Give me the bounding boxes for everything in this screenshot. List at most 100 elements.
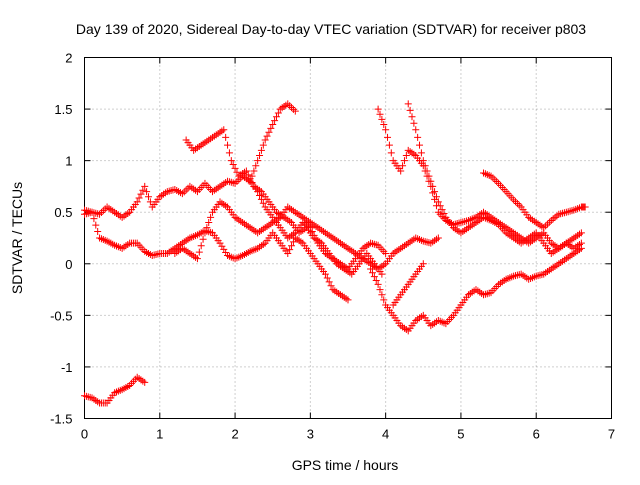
data-point [549, 215, 557, 223]
data-point [259, 141, 267, 149]
data-series-arc-1 [81, 208, 352, 304]
data-point [483, 171, 491, 179]
data-point [382, 249, 390, 257]
data-point [218, 242, 226, 250]
data-point [231, 164, 239, 172]
data-point [385, 141, 393, 149]
x-tick-label: 4 [382, 427, 389, 442]
data-point [233, 178, 241, 186]
data-point [562, 208, 570, 216]
y-tick-label: 2 [65, 51, 72, 66]
data-point [374, 280, 382, 288]
data-point [150, 251, 158, 259]
data-point [367, 265, 375, 273]
y-tick-label: 1 [65, 154, 72, 169]
data-point [438, 206, 446, 214]
data-point [429, 189, 437, 197]
data-point [195, 248, 203, 256]
data-point [368, 269, 376, 277]
data-point [542, 222, 550, 230]
data-point [259, 199, 267, 207]
data-point [271, 117, 279, 125]
data-series-arc-3 [171, 198, 442, 273]
data-point [257, 146, 265, 154]
data-point [397, 167, 405, 175]
data-point [199, 235, 207, 243]
data-point [408, 113, 416, 121]
data-point [432, 193, 440, 201]
data-point [224, 141, 232, 149]
data-point [250, 167, 258, 175]
data-point [431, 188, 439, 196]
x-tick-label: 5 [457, 427, 464, 442]
y-tick-label: -1 [61, 360, 73, 375]
data-series-arc-11 [480, 169, 589, 232]
data-point [421, 162, 429, 170]
data-point [380, 296, 388, 304]
data-point [265, 128, 273, 136]
data-point [547, 216, 555, 224]
data-point [133, 198, 141, 206]
data-point [417, 149, 425, 157]
data-point [457, 219, 465, 227]
data-point [169, 186, 177, 194]
data-point [274, 109, 282, 117]
data-point [269, 121, 277, 129]
data-point [288, 242, 296, 250]
data-point [141, 182, 149, 190]
data-point [205, 219, 213, 227]
y-axis-label: SDTVAR / TECUs [9, 182, 25, 294]
data-point [139, 186, 147, 194]
data-point [227, 178, 235, 186]
data-point [560, 209, 568, 217]
data-point [286, 246, 294, 254]
data-series-arc-10 [389, 260, 427, 309]
data-point [412, 126, 420, 134]
data-point [143, 188, 151, 196]
data-point [227, 253, 235, 261]
data-point [284, 249, 292, 257]
axis-ticks: 0 1 2 3 4 5 6 7 -1.5 -1 -0.5 0 0.5 1 1.5 2 [50, 51, 615, 442]
data-point [325, 278, 333, 286]
data-point [201, 229, 209, 237]
data-point [384, 133, 392, 141]
data-point [261, 136, 269, 144]
data-point [229, 179, 237, 187]
data-point [545, 218, 553, 226]
x-axis-label: GPS time / hours [292, 457, 399, 473]
data-point [453, 220, 461, 228]
data-point [289, 105, 297, 113]
data-point [184, 184, 192, 192]
data-point [566, 207, 574, 215]
x-tick-label: 0 [81, 427, 88, 442]
data-point [374, 105, 382, 113]
data-point [92, 209, 100, 217]
x-tick-label: 3 [307, 427, 314, 442]
data-point [267, 124, 275, 132]
x-tick-label: 6 [533, 427, 540, 442]
data-point [256, 151, 264, 159]
data-point [101, 205, 109, 213]
data-point [222, 248, 230, 256]
data-point [459, 218, 467, 226]
data-point [399, 162, 407, 170]
data-point [376, 286, 384, 294]
data-point [419, 157, 427, 165]
data-point [220, 245, 228, 253]
plot-frame [84, 57, 612, 419]
data-point [378, 270, 386, 278]
data-point [406, 106, 414, 114]
data-point [227, 157, 235, 165]
data-markers [81, 100, 589, 407]
data-point [387, 149, 395, 157]
data-point [222, 133, 230, 141]
data-point [400, 157, 408, 165]
data-series-arc-7 [374, 105, 585, 252]
data-point [513, 199, 521, 207]
data-point [141, 378, 149, 386]
data-point [483, 290, 491, 298]
data-point [193, 255, 201, 263]
data-point [551, 213, 559, 221]
data-point [231, 179, 239, 187]
